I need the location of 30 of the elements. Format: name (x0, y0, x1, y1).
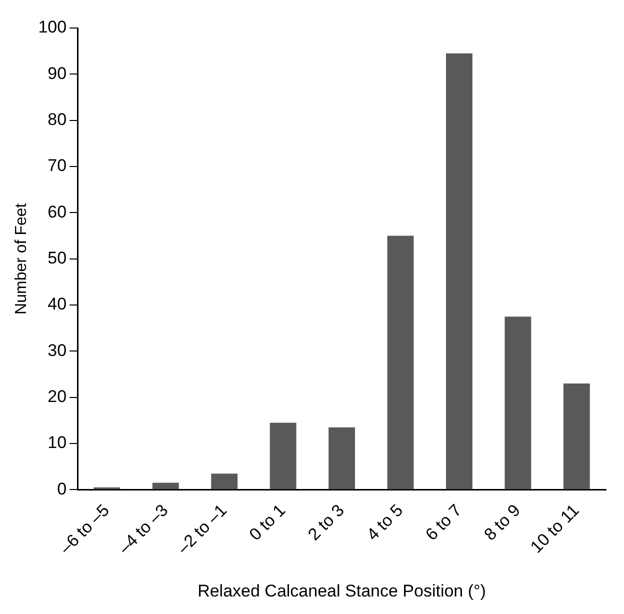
y-tick-label: 70 (48, 156, 67, 176)
bar (211, 474, 238, 490)
y-tick-label: 100 (38, 18, 67, 37)
y-tick-label: 50 (48, 248, 67, 268)
y-tick-label: 90 (48, 64, 67, 83)
x-tick-label: 4 to 5 (363, 500, 407, 544)
y-tick-label: 0 (57, 479, 67, 498)
y-tick-label: 80 (48, 110, 67, 130)
x-tick-label: 6 to 7 (422, 500, 466, 544)
x-axis-title: Relaxed Calcaneal Stance Position (°) (198, 581, 486, 600)
y-tick-label: 60 (48, 202, 67, 222)
y-tick-label: 30 (48, 340, 67, 360)
x-tick-label: 10 to 11 (526, 500, 583, 557)
x-tick-label: 8 to 9 (480, 500, 524, 544)
x-tick-label: 0 to 1 (246, 500, 290, 544)
y-axis-title: Number of Feet (13, 202, 30, 314)
x-tick-label: –6 to –5 (56, 500, 114, 558)
bar (270, 422, 296, 490)
bar (387, 236, 414, 490)
bar (328, 427, 355, 490)
x-tick-label: –4 to –3 (114, 500, 172, 558)
bar (504, 316, 532, 490)
x-tick-label: –2 to –1 (174, 500, 230, 558)
y-tick-label: 40 (48, 294, 67, 314)
y-tick-label: 20 (48, 387, 67, 406)
bar (446, 53, 472, 490)
y-tick-label: 10 (48, 433, 67, 452)
x-tick-label: 2 to 3 (304, 500, 348, 544)
bar (563, 384, 590, 490)
bar (152, 482, 179, 490)
